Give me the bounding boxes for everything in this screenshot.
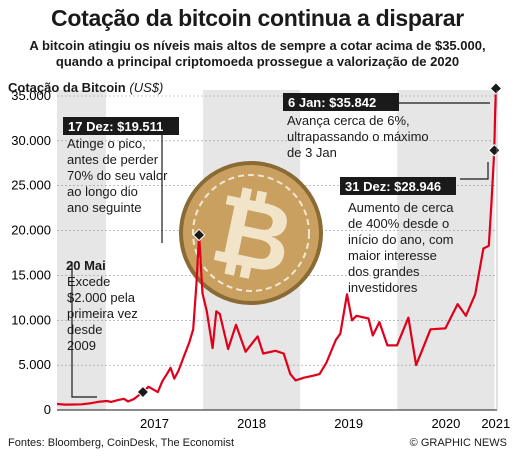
year-band-2016 <box>57 90 106 410</box>
chart-subtitle-line-1: A bitcoin atingiu os níveis mais altos d… <box>29 38 486 53</box>
price-line-layer <box>56 88 497 406</box>
annotation-text-line: de 3 Jan <box>287 145 337 160</box>
annotation-text-line: $2.000 pela <box>67 290 136 305</box>
y-tick-label: 20.000 <box>11 223 51 238</box>
annotation-header-box <box>63 117 179 135</box>
y-tick-label: 25.000 <box>11 178 51 193</box>
bitcoin-coin-icon: ₿ <box>179 161 323 305</box>
annotation-text-line: 2009 <box>67 338 96 353</box>
annotation-marker <box>192 228 206 242</box>
annotation-date: 6 Jan: $35.842 <box>288 95 376 110</box>
annotation-text-line: Avança cerca de 6%, <box>287 113 410 128</box>
x-tick-label: 2018 <box>237 416 266 431</box>
annotation-header-box <box>340 177 456 195</box>
year-band-2020 <box>397 90 495 410</box>
annotation-text-line: ultrapassando o máximo <box>287 129 429 144</box>
annotation-text-line: ano seguinte <box>67 200 141 215</box>
annotation-text-line: primeira vez <box>67 306 138 321</box>
annotation-text-line: maior interesse <box>348 248 437 263</box>
chart-title: Cotação da bitcoin continua a disparar <box>51 5 464 31</box>
annotation-text-line: 70% do seu valor <box>67 168 168 183</box>
bitcoin-price-line <box>56 88 497 406</box>
y-axis-label: Cotação da Bitcoin <box>8 80 126 95</box>
x-tick-label: 2017 <box>140 416 169 431</box>
annotation-marker <box>136 385 150 399</box>
y-tick-label: 30.000 <box>11 133 51 148</box>
annotation-date: 20 Mai <box>66 258 106 273</box>
y-tick-label: 5.000 <box>18 357 51 372</box>
annotation-marker <box>489 82 503 95</box>
y-tick-label: 35.000 <box>11 88 51 103</box>
annotation-text-line: início do ano, com <box>348 232 454 247</box>
coin-face <box>183 165 319 301</box>
annotation-header-box <box>283 93 399 111</box>
annotation-text-line: desde <box>67 322 102 337</box>
annotation-date: 17 Dez: $19.511 <box>68 119 163 134</box>
annotation-date: 31 Dez: $28.946 <box>345 179 441 194</box>
credit-note: © GRAPHIC NEWS <box>409 437 507 449</box>
x-tick-label: 2019 <box>334 416 363 431</box>
y-tick-label: 15.000 <box>11 267 51 282</box>
sources-note: Fontes: Bloomberg, CoinDesk, The Economi… <box>8 437 235 449</box>
axis-layer: 2017 2018 2019 2020 2021 0 5.000 10.000 15.000 20… <box>11 88 510 431</box>
chart-subtitle-line-2: quando a principal criptomoeda prossegue… <box>55 54 460 69</box>
y-axis-unit: (US$) <box>129 80 164 95</box>
annotation-text-line: Excede <box>67 274 110 289</box>
x-tick-label: 2020 <box>431 416 460 431</box>
annotation-text-line: ao longo dio <box>67 184 138 199</box>
x-tick-label: 2021 <box>481 416 510 431</box>
annotation-leader <box>71 262 97 398</box>
y-axis-title: Cotação da Bitcoin (US$) <box>8 80 163 95</box>
y-tick-label: 10.000 <box>11 312 51 327</box>
annotation-text-line: Aumento de cerca <box>348 200 454 215</box>
annotation-text-line: investidores <box>348 280 418 295</box>
annotation-leader <box>460 162 489 180</box>
annotation-text-line: antes de perder <box>67 152 159 167</box>
y-tick-label: 0 <box>44 402 51 417</box>
coin-ring <box>192 174 310 292</box>
annotation-text-line: Atinge o pico, <box>67 136 146 151</box>
annotation-text-line: de 400% desde o <box>348 216 449 231</box>
annotation-text-line: dos grandes <box>348 264 420 279</box>
